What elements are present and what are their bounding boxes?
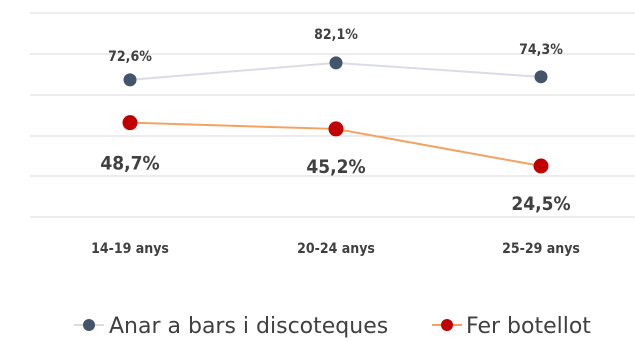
x-tick-label: 25-29 anys xyxy=(502,241,580,257)
legend-marker-botellot xyxy=(441,319,453,331)
data-label: 72,6% xyxy=(108,49,152,65)
data-label: 82,1% xyxy=(314,27,358,43)
data-label: 48,7% xyxy=(100,153,159,175)
x-tick-label: 20-24 anys xyxy=(297,241,375,257)
legend: Anar a bars i discoteques Fer botellot xyxy=(74,314,591,339)
x-axis-ticks: 14-19 anys 20-24 anys 25-29 anys xyxy=(91,241,580,257)
series-group: 72,6% 82,1% 74,3% 48,7% 45,2% 24,5% xyxy=(100,27,570,215)
x-tick-label: 14-19 anys xyxy=(91,241,169,257)
legend-item-botellot[interactable]: Fer botellot xyxy=(432,314,591,339)
data-point[interactable] xyxy=(329,56,343,70)
data-label: 45,2% xyxy=(306,156,365,178)
data-label: 74,3% xyxy=(519,42,563,58)
data-point[interactable] xyxy=(533,158,549,174)
gridlines xyxy=(30,12,635,218)
legend-label-botellot: Fer botellot xyxy=(466,314,591,339)
legend-label-bars: Anar a bars i discoteques xyxy=(109,314,388,339)
data-point[interactable] xyxy=(328,121,344,137)
data-label: 24,5% xyxy=(511,193,570,215)
data-point[interactable] xyxy=(534,70,548,84)
legend-marker-bars xyxy=(83,319,95,331)
data-point[interactable] xyxy=(122,115,138,131)
data-point[interactable] xyxy=(123,73,137,87)
legend-item-bars[interactable]: Anar a bars i discoteques xyxy=(74,314,388,339)
